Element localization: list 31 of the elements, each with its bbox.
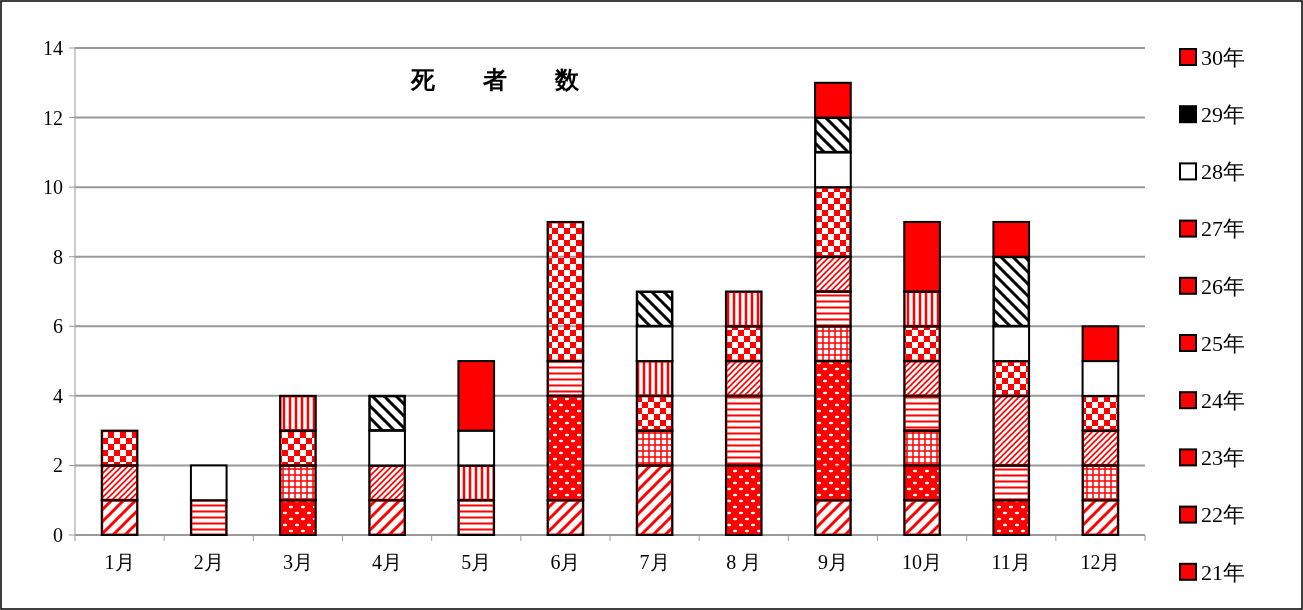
x-tick-label: 10月: [902, 551, 943, 573]
y-tick-label: 6: [53, 315, 63, 338]
x-tick-label: 2月: [193, 551, 224, 573]
y-tick-label: 10: [43, 176, 63, 199]
legend-label: 30年: [1201, 44, 1245, 70]
x-tick-label: 5月: [461, 551, 492, 573]
legend-label: 25年: [1201, 330, 1245, 356]
x-tick-label: 11月: [991, 551, 1031, 573]
legend-label: 21年: [1201, 559, 1245, 585]
legend-label: 28年: [1201, 159, 1245, 185]
x-tick-label: 4月: [372, 551, 403, 573]
x-tick-label: 12月: [1080, 551, 1121, 573]
legend-label: 29年: [1201, 101, 1245, 127]
x-tick-label: 1月: [104, 551, 135, 573]
text: 死 者 数: [410, 67, 580, 93]
x-tick-label: 8 月: [726, 551, 762, 573]
legend-label: 23年: [1201, 445, 1245, 471]
y-tick-label: 2: [53, 454, 63, 477]
x-tick-label: 3月: [282, 551, 313, 573]
y-tick-label: 0: [53, 524, 63, 546]
x-tick-label: 7月: [639, 551, 670, 573]
legend-label: 22年: [1201, 502, 1245, 528]
y-tick-label: 4: [53, 384, 63, 407]
legend-label: 26年: [1201, 273, 1245, 299]
legend-label: 27年: [1201, 216, 1245, 242]
x-tick-label: 9月: [817, 551, 848, 573]
y-tick-label: 12: [43, 106, 63, 129]
y-tick-label: 8: [53, 245, 63, 268]
legend-label: 24年: [1201, 387, 1245, 413]
y-tick-label: 14: [43, 37, 63, 59]
x-tick-label: 6月: [550, 551, 581, 573]
